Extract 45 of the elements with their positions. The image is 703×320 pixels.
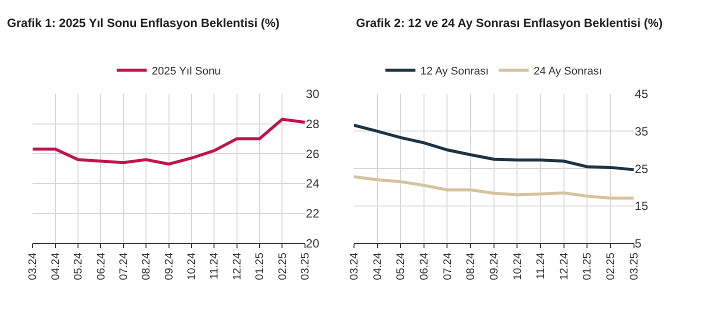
y-tick-label: 25 <box>634 162 648 176</box>
y-tick-label: 45 <box>634 87 648 102</box>
x-tick-label: 08.24 <box>465 252 478 280</box>
line-series <box>354 124 634 172</box>
x-tick-label: 12.24 <box>231 252 244 280</box>
x-tick-label: 02.25 <box>605 252 618 280</box>
x-tick-label: 11.24 <box>535 252 548 280</box>
x-tick-label: 05.24 <box>395 252 408 280</box>
x-tick-label: 04.24 <box>50 252 62 280</box>
line-series <box>32 118 305 166</box>
y-tick-label: 24 <box>306 176 320 191</box>
x-tick-label: 03.24 <box>27 252 40 280</box>
chart-title: Grafik 2: 12 ve 24 Ay Sonrası Enflasyon Beklentisi (%) <box>356 16 663 30</box>
x-tick-label: 01.25 <box>582 252 594 280</box>
x-tick-label: 12.24 <box>558 252 570 280</box>
y-tick-label: 28 <box>306 116 320 131</box>
x-tick-label: 11.24 <box>208 252 221 280</box>
x-tick-label: 04.24 <box>372 252 384 280</box>
line-series <box>354 175 634 200</box>
y-tick-label: 15 <box>634 199 648 214</box>
x-tick-label: 05.24 <box>72 252 85 280</box>
x-tick-label: 03.24 <box>348 252 361 280</box>
x-tick-label: 07.24 <box>118 252 130 280</box>
x-tick-label: 06.24 <box>95 252 108 280</box>
chart-title: Grafik 1: 2025 Yıl Sonu Enflasyon Beklentisi (%) <box>7 16 280 30</box>
x-tick-label: 02.25 <box>276 252 289 280</box>
x-tick-label: 09.24 <box>163 252 176 280</box>
x-tick-label: 03.25 <box>628 252 640 280</box>
x-tick-label: 06.24 <box>418 252 430 280</box>
y-tick-label: 30 <box>306 87 320 102</box>
legend-label: 12 Ay Sonrası <box>420 66 489 78</box>
x-tick-label: 10.24 <box>512 252 524 280</box>
legend-label: 24 Ay Sonrası <box>534 66 602 78</box>
y-tick-label: 26 <box>306 146 320 161</box>
x-tick-label: 09.24 <box>488 252 500 280</box>
x-tick-label: 01.25 <box>254 252 266 280</box>
y-tick-label: 5 <box>634 236 642 250</box>
y-tick-label: 35 <box>634 124 648 138</box>
legend-label: 2025 Yıl Sonu <box>152 66 221 78</box>
x-tick-label: 03.25 <box>299 252 312 280</box>
x-tick-label: 07.24 <box>442 252 454 280</box>
y-tick-label: 22 <box>306 206 320 221</box>
y-tick-label: 20 <box>306 236 320 250</box>
x-tick-label: 10.24 <box>186 252 198 280</box>
x-tick-label: 08.24 <box>140 252 153 280</box>
